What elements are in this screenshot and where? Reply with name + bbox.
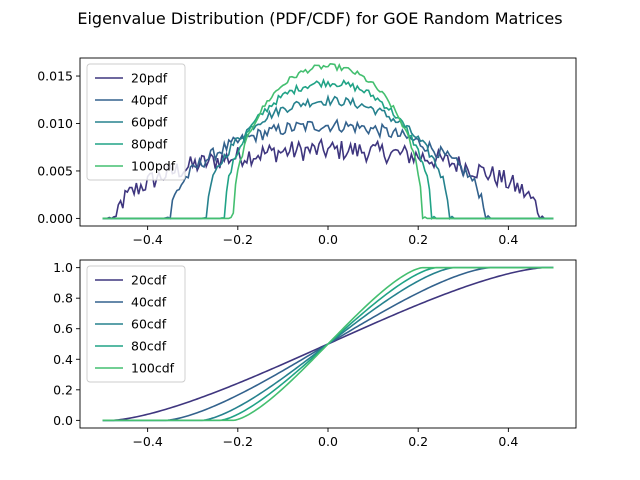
y-tick-label: 0.6: [53, 321, 73, 336]
legend-label: 80cdf: [131, 339, 167, 354]
legend-label: 40cdf: [131, 295, 167, 310]
x-tick-label: 0.4: [498, 232, 518, 247]
y-tick-label: 0.2: [53, 382, 73, 397]
x-tick-label: −0.4: [132, 232, 162, 247]
y-tick-label: 0.000: [37, 211, 73, 226]
legend: 20cdf 40cdf 60cdf 80cdf 100cdf: [86, 265, 186, 383]
legend-label: 80pdf: [131, 137, 168, 152]
y-tick-label: 1.0: [53, 260, 73, 275]
x-tick-label: 0.0: [318, 434, 338, 449]
legend-label: 100cdf: [131, 361, 175, 376]
series-line-100pdf: [102, 62, 554, 220]
series-line-40pdf: [102, 118, 554, 221]
figure-title: Eigenvalue Distribution (PDF/CDF) for GO…: [77, 9, 562, 28]
legend: 20pdf 40pdf 60pdf 80pdf 100pdf: [86, 63, 186, 181]
legend-label: 100pdf: [131, 159, 176, 174]
legend-box: [86, 63, 186, 181]
x-tick-label: −0.2: [223, 232, 253, 247]
legend-label: 60pdf: [131, 115, 168, 130]
x-tick-label: 0.2: [408, 434, 428, 449]
cdf-panel: −0.4 −0.2 0.0 0.2 0.4 0.0 0.2 0.4 0.6 0.8 1.0 20cdf…: [53, 259, 577, 449]
y-tick-label: 0.010: [37, 116, 73, 131]
series-lines: [102, 62, 554, 221]
x-tick-label: −0.2: [223, 434, 253, 449]
y-tick-label: 0.4: [53, 352, 73, 367]
legend-label: 20cdf: [131, 273, 167, 288]
legend-label: 60cdf: [131, 317, 167, 332]
x-tick-label: 0.2: [408, 232, 428, 247]
pdf-panel: −0.4 −0.2 0.0 0.2 0.4 0.000 0.005 0.010 0.015 20p…: [37, 57, 577, 247]
series-lines: [102, 266, 554, 422]
y-tick-label: 0.015: [37, 69, 73, 84]
legend-label: 20pdf: [131, 71, 168, 86]
x-tick-label: 0.4: [498, 434, 518, 449]
legend-label: 40pdf: [131, 93, 168, 108]
legend-box: [86, 265, 186, 383]
x-tick-label: 0.0: [318, 232, 338, 247]
y-tick-label: 0.005: [37, 163, 73, 178]
y-tick-label: 0.0: [53, 413, 73, 428]
series-line-100cdf: [102, 266, 554, 422]
x-tick-label: −0.4: [132, 434, 162, 449]
y-tick-label: 0.8: [53, 291, 73, 306]
